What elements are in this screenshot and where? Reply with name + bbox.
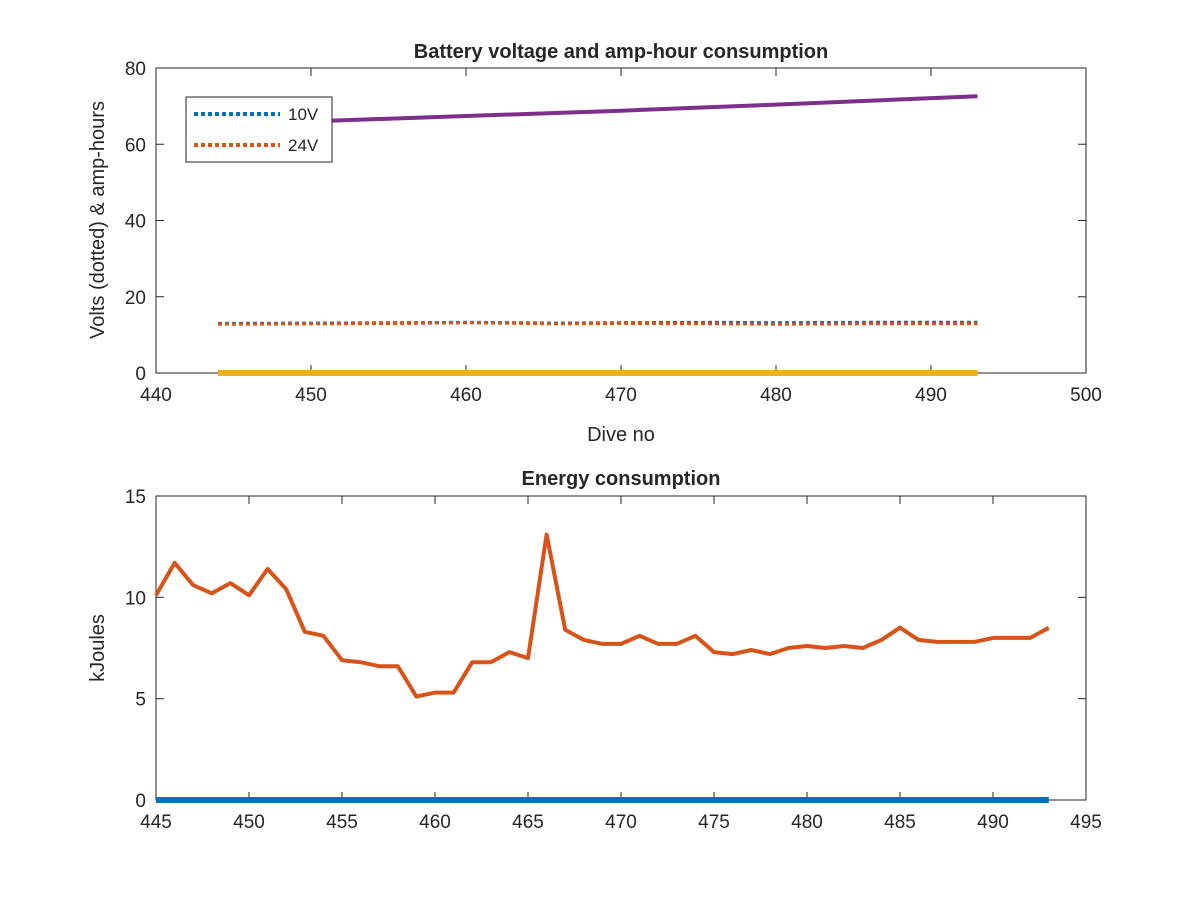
energy-x-tick-label: 465 [512, 812, 544, 833]
energy-y-tick-label: 15 [125, 487, 146, 508]
voltage-legend: 10V 24V [185, 96, 333, 163]
voltage-chart-title: Battery voltage and amp-hour consumption [414, 41, 828, 63]
voltage-x-tick-label: 490 [915, 385, 947, 406]
energy-x-tick-label: 495 [1070, 812, 1102, 833]
energy-y-tick-label: 0 [135, 791, 146, 812]
energy-y-tick-label: 10 [125, 588, 146, 609]
voltage-y-tick-label: 20 [125, 288, 146, 309]
legend-box [185, 96, 333, 163]
energy-plot-area [155, 495, 1087, 801]
energy-x-ticks: 445 450 455 460 465 470 475 480 485 490 495 [140, 496, 1102, 833]
voltage-x-tick-label: 440 [140, 385, 172, 406]
energy-x-tick-label: 490 [977, 812, 1009, 833]
energy-x-tick-label: 450 [233, 812, 265, 833]
voltage-x-axis-label: Dive no [587, 424, 655, 446]
energy-x-tick-label: 485 [884, 812, 916, 833]
voltage-x-tick-label: 450 [295, 385, 327, 406]
energy-series-line-1 [154, 532, 1050, 699]
voltage-y-tick-label: 40 [125, 212, 146, 233]
voltage-y-tick-label: 60 [125, 135, 146, 156]
energy-x-tick-label: 455 [326, 812, 358, 833]
energy-y-ticks: 0 5 10 15 [125, 487, 1086, 812]
voltage-x-tick-label: 500 [1070, 385, 1102, 406]
energy-chart-title: Energy consumption [522, 468, 721, 490]
energy-x-tick-label: 475 [698, 812, 730, 833]
energy-x-tick-label: 460 [419, 812, 451, 833]
voltage-y-tick-label: 0 [135, 364, 146, 385]
voltage-series-line-1 [217, 321, 978, 326]
energy-series [154, 532, 1050, 803]
legend-label-24v: 24V [288, 136, 319, 155]
voltage-x-tick-label: 480 [760, 385, 792, 406]
voltage-y-tick-label: 80 [125, 59, 146, 80]
voltage-x-tick-label: 470 [605, 385, 637, 406]
legend-label-10v: 10V [288, 105, 319, 124]
energy-y-axis-label: kJoules [87, 614, 109, 682]
voltage-chart: 440 450 460 470 480 490 500 0 20 40 60 80 Battery … [87, 41, 1102, 446]
voltage-y-axis-label: Volts (dotted) & amp-hours [87, 101, 109, 339]
voltage-y-ticks: 0 20 40 60 80 [125, 59, 1086, 385]
energy-x-tick-label: 480 [791, 812, 823, 833]
energy-chart: 445 450 455 460 465 470 475 480 485 490 495 0 5 10 15… [87, 468, 1102, 833]
energy-x-tick-label: 470 [605, 812, 637, 833]
energy-y-tick-label: 5 [135, 690, 146, 711]
energy-x-tick-label: 445 [140, 812, 172, 833]
voltage-x-tick-label: 460 [450, 385, 482, 406]
